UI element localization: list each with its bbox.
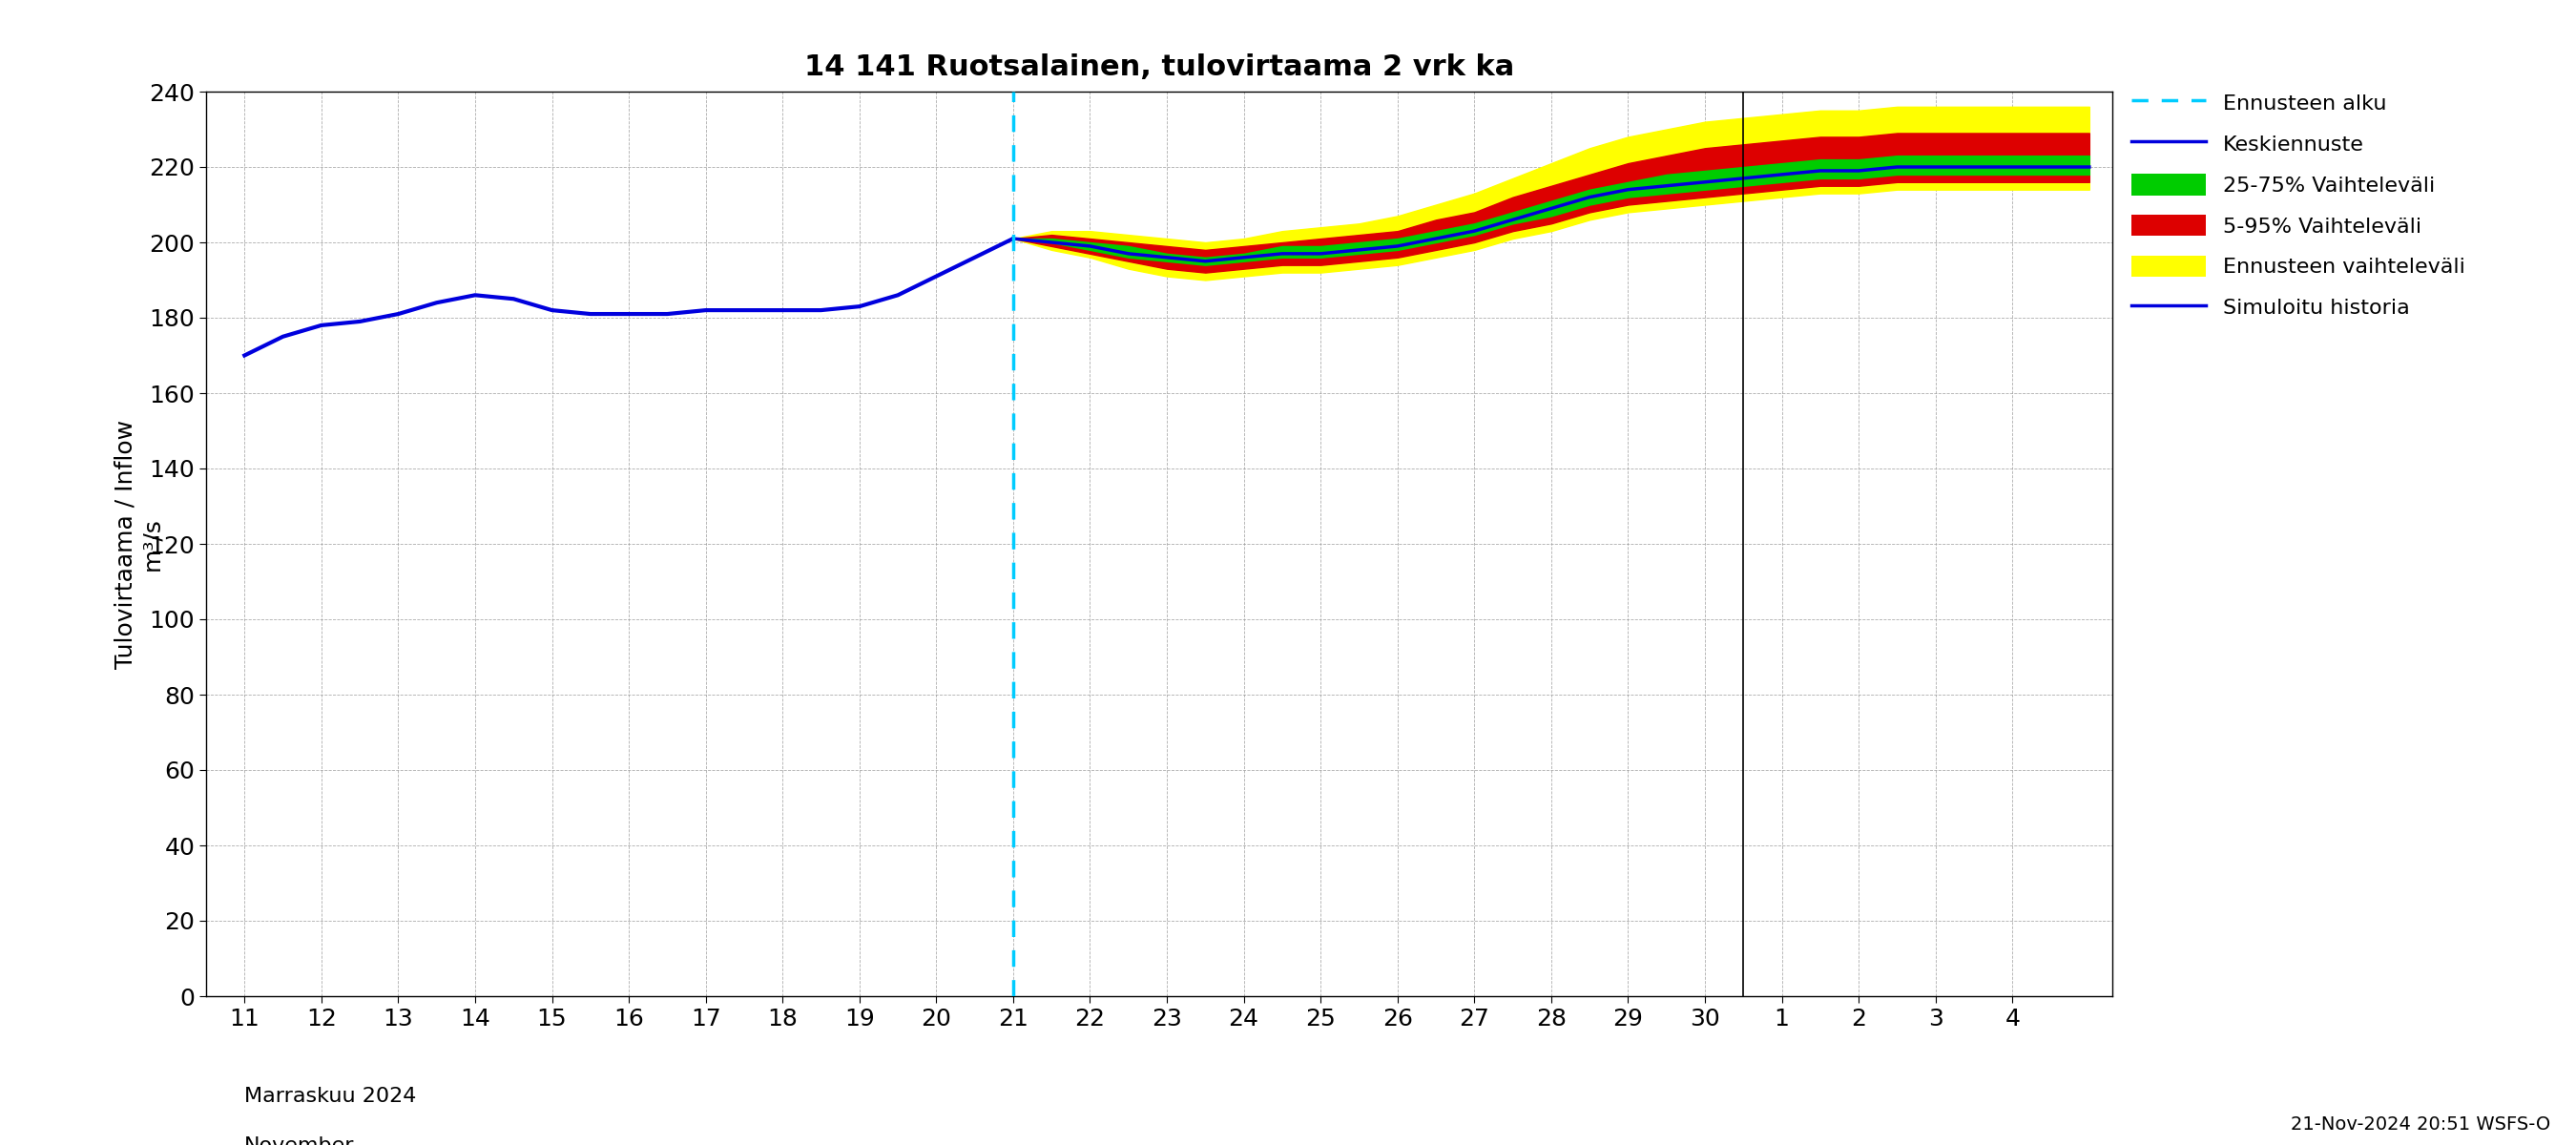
Text: 21-Nov-2024 20:51 WSFS-O: 21-Nov-2024 20:51 WSFS-O (2290, 1115, 2550, 1134)
Text: Marraskuu 2024: Marraskuu 2024 (245, 1087, 417, 1106)
Legend: Ennusteen alku, Keskiennuste, 25-75% Vaihteleväli, 5-95% Vaihteleväli, Ennusteen: Ennusteen alku, Keskiennuste, 25-75% Vai… (2130, 92, 2465, 318)
Y-axis label: Tulovirtaama / Inflow
m³/s: Tulovirtaama / Inflow m³/s (113, 419, 162, 669)
Text: November: November (245, 1136, 355, 1145)
Title: 14 141 Ruotsalainen, tulovirtaama 2 vrk ka: 14 141 Ruotsalainen, tulovirtaama 2 vrk … (804, 54, 1515, 81)
